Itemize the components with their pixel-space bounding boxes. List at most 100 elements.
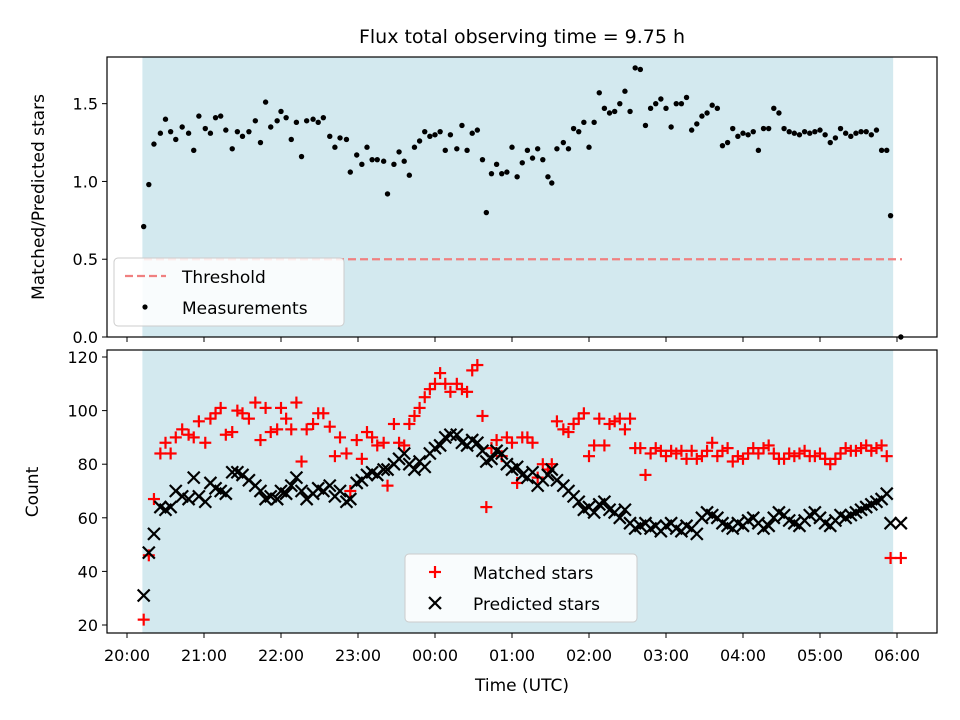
predicted-star-marker — [613, 511, 627, 525]
matched-star-marker — [490, 434, 503, 447]
matched-star-marker — [767, 447, 780, 460]
matched-star-marker — [434, 367, 447, 380]
measurement-point — [858, 128, 864, 135]
matched-star-marker — [271, 423, 284, 436]
matched-star-marker — [521, 431, 534, 444]
matched-star-marker — [690, 452, 703, 465]
top-title: Flux total observing time = 9.75 h — [359, 26, 685, 48]
predicted-star-marker-b — [705, 508, 719, 522]
measurement-point — [320, 114, 327, 121]
matched-star-marker — [695, 450, 708, 463]
matched-star-marker — [231, 404, 244, 417]
measurement-point — [730, 125, 736, 132]
predicted-star-marker — [219, 486, 233, 501]
matched-star-marker — [317, 407, 330, 420]
matched-star-marker — [334, 431, 347, 444]
matched-star-marker — [814, 447, 826, 460]
matched-star-marker — [742, 447, 755, 460]
matched-star-marker — [403, 418, 416, 430]
matched-star-marker — [634, 442, 647, 455]
matched-star-marker — [875, 439, 888, 452]
matched-star-marker — [711, 450, 724, 463]
bottom-legend: Matched stars Predicted stars — [404, 553, 638, 623]
matched-star-marker — [219, 428, 232, 441]
predicted-star-marker-b — [894, 516, 908, 530]
measurement-point — [549, 180, 555, 186]
bottom-ytick-label: 120 — [67, 348, 98, 367]
matched-star-marker — [649, 442, 662, 455]
matched-star-marker — [418, 391, 431, 404]
matched-star-marker — [788, 450, 801, 463]
predicted-stars-points — [136, 427, 908, 603]
predicted-star-marker-b — [175, 489, 189, 504]
matched-star-marker — [870, 442, 883, 455]
bottom-legend-box — [404, 553, 638, 623]
predicted-star-marker-b — [263, 489, 278, 504]
matched-star-marker — [290, 396, 303, 409]
predicted-star-marker-b — [365, 465, 379, 480]
matched-star-marker — [778, 452, 791, 465]
matched-star-marker — [413, 401, 426, 414]
matched-star-marker — [884, 552, 897, 564]
predicted-star-marker-b — [433, 438, 447, 453]
predicted-star-marker-b — [484, 452, 499, 466]
predicted-star-marker — [294, 484, 309, 498]
measurement-point — [688, 127, 695, 133]
matched-star-marker — [242, 412, 255, 425]
measurement-point — [493, 161, 500, 168]
matched-star-marker — [783, 447, 796, 460]
matched-star-marker — [506, 436, 518, 449]
bottom-axes-frame — [106, 349, 938, 634]
matched-star-marker — [757, 442, 770, 455]
matched-star-marker — [747, 442, 760, 455]
predicted-star-marker — [879, 486, 894, 501]
predicted-star-marker-b — [879, 486, 894, 501]
predicted-star-marker-b — [455, 435, 469, 450]
predicted-star-marker-b — [213, 484, 228, 498]
matched-star-marker — [572, 412, 585, 425]
measurement-point — [842, 130, 849, 136]
predicted-star-marker-b — [679, 519, 694, 533]
measurement-point — [832, 135, 839, 141]
top-points — [140, 65, 904, 340]
legend-predicted-label: Predicted stars — [473, 595, 600, 615]
predicted-star-marker-b — [597, 494, 612, 509]
predicted-star-marker — [587, 505, 601, 520]
matched-star-marker — [860, 439, 873, 452]
measurement-point — [586, 144, 592, 150]
predicted-star-marker-b — [731, 516, 745, 530]
predicted-star-marker-b — [510, 460, 524, 474]
predicted-star-marker-b — [571, 494, 586, 509]
measurement-point — [347, 169, 353, 175]
measurement-point — [765, 125, 772, 132]
measurement-point — [374, 156, 380, 163]
predicted-star-marker-b — [715, 516, 730, 530]
matched-star-marker — [706, 436, 719, 449]
bottom-ytick-label: 100 — [67, 402, 98, 421]
matched-star-marker — [444, 385, 457, 398]
predicted-star-marker-b — [219, 486, 233, 501]
matched-star-marker — [455, 383, 468, 396]
matched-star-marker — [147, 493, 160, 506]
bottom-xticks: 20:00 21:00 22:00 23:00 00:00 01:00 02:00 03:00… — [104, 633, 920, 665]
measurement-point — [560, 139, 567, 146]
matched-star-marker — [608, 415, 621, 428]
measurement-point — [369, 156, 375, 163]
matched-star-marker — [377, 436, 390, 449]
predicted-star-marker — [883, 516, 898, 530]
predicted-star-marker — [147, 527, 161, 541]
measurement-point — [606, 110, 613, 116]
measurement-point — [812, 128, 818, 135]
predicted-star-marker-b — [833, 508, 848, 522]
predicted-star-marker — [186, 470, 201, 485]
measurement-point — [185, 130, 192, 136]
measurement-point — [837, 125, 844, 132]
predicted-star-marker-b — [690, 527, 704, 541]
measurement-point — [239, 133, 246, 140]
measurement-point — [786, 128, 792, 135]
predicted-star-marker-b — [333, 484, 347, 498]
predicted-star-marker — [142, 545, 156, 560]
matched-star-marker — [254, 434, 267, 447]
predicted-star-marker — [618, 502, 632, 517]
